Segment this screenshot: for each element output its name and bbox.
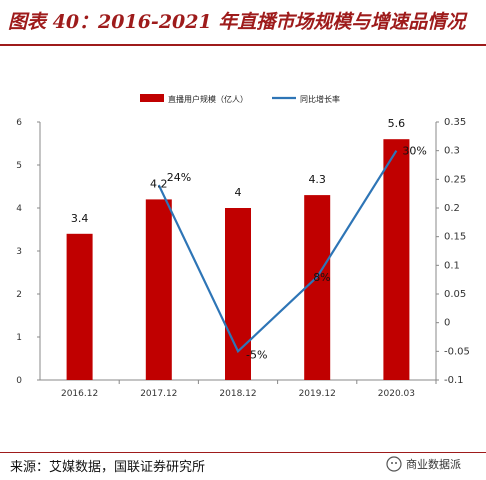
bar-value-label: 4.3 bbox=[308, 173, 326, 186]
y-tick-label: 2 bbox=[16, 290, 22, 300]
y2-tick-label: 0.35 bbox=[444, 117, 466, 128]
legend-line-label: 同比增长率 bbox=[300, 94, 340, 104]
chart: 直播用户规模（亿人） 同比增长率 0 1 2 3 4 5 6 -0.1 -0.05 0 0.05 0.1… bbox=[16, 94, 470, 399]
y-tick-label: 3 bbox=[16, 247, 22, 257]
data-labels: 3.4 4.2 4 4.3 5.6 24% -5% 8% 30% bbox=[71, 117, 427, 361]
bar-series bbox=[66, 139, 410, 380]
y-tick-label: 4 bbox=[16, 204, 22, 214]
x-tick-label: 2016.12 bbox=[61, 389, 98, 399]
y-tick-label: 1 bbox=[16, 333, 22, 343]
y2-tick-label: -0.05 bbox=[444, 346, 470, 357]
y2-tick-label: 0.15 bbox=[444, 232, 466, 243]
bar bbox=[66, 233, 93, 380]
line-value-label: 24% bbox=[167, 171, 191, 184]
y2-tick-label: 0.1 bbox=[444, 260, 460, 271]
x-tick-label: 2017.12 bbox=[140, 389, 177, 399]
x-tick-label: 2018.12 bbox=[219, 389, 256, 399]
footer-divider bbox=[0, 452, 486, 453]
wechat-icon bbox=[386, 456, 402, 472]
source-note: 来源：艾媒数据，国联证券研究所 bbox=[10, 460, 206, 475]
page-title: 图表 40：2016-2021 年直播市场规模与增速品情况 bbox=[8, 11, 466, 33]
bar bbox=[304, 195, 331, 380]
bar-value-label: 5.6 bbox=[388, 117, 406, 130]
legend: 直播用户规模（亿人） 同比增长率 bbox=[140, 94, 340, 104]
bar-value-label: 4 bbox=[235, 186, 242, 199]
x-tick-label: 2019.12 bbox=[299, 389, 336, 399]
y-tick-label: 0 bbox=[16, 376, 22, 386]
legend-bar-label: 直播用户规模（亿人） bbox=[168, 94, 248, 104]
y-tick-label: 6 bbox=[16, 118, 22, 128]
y2-tick-label: 0.3 bbox=[444, 146, 460, 157]
y2-tick-label: 0 bbox=[444, 318, 450, 329]
watermark-text: 商业数据派 bbox=[406, 458, 461, 471]
title-divider bbox=[0, 44, 486, 46]
line-value-label: 30% bbox=[402, 145, 426, 158]
line-series bbox=[157, 150, 398, 354]
line-value-label: -5% bbox=[246, 348, 267, 361]
bar-value-label: 4.2 bbox=[150, 177, 168, 190]
y2-tick-label: 0.2 bbox=[444, 203, 460, 214]
watermark: 商业数据派 bbox=[386, 452, 478, 476]
line-value-label: 8% bbox=[313, 271, 330, 284]
y2-tick-label: 0.05 bbox=[444, 289, 466, 300]
growth-line bbox=[157, 150, 398, 354]
bar-value-label: 3.4 bbox=[71, 212, 89, 225]
legend-bar-swatch bbox=[140, 94, 164, 102]
x-tick-label: 2020.03 bbox=[378, 389, 415, 399]
y2-tick-label: 0.25 bbox=[444, 174, 466, 185]
y-tick-label: 5 bbox=[16, 161, 22, 171]
bar bbox=[383, 139, 410, 380]
y2-tick-label: -0.1 bbox=[444, 375, 464, 386]
bar bbox=[145, 199, 172, 380]
axes: 0 1 2 3 4 5 6 -0.1 -0.05 0 0.05 0.1 0.15 0.2 0.25 0.3 0.… bbox=[16, 117, 470, 399]
